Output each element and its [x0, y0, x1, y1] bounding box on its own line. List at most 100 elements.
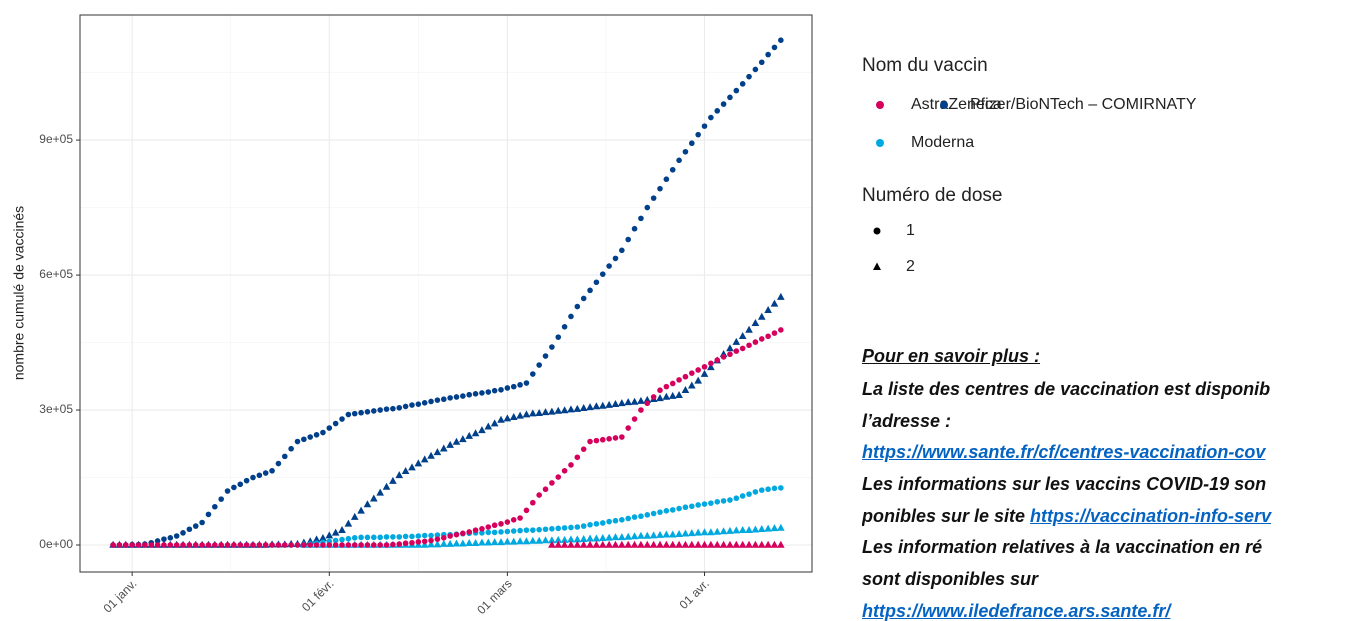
triangle-point — [732, 540, 741, 548]
point — [377, 534, 383, 541]
triangle-point — [579, 404, 588, 412]
point — [733, 495, 740, 502]
point — [453, 531, 460, 538]
triangle-point — [745, 525, 753, 533]
point — [275, 460, 282, 467]
point — [148, 542, 155, 548]
triangle-point — [668, 540, 677, 548]
triangle-point — [573, 540, 582, 548]
y-tick-label: 3e+05 — [39, 402, 73, 416]
info-line: ponibles sur le site https://vaccination… — [862, 504, 1355, 536]
triangle-point — [592, 402, 601, 410]
triangle-point — [579, 534, 588, 542]
triangle-point — [777, 540, 785, 548]
legend-label: Moderna — [911, 134, 974, 151]
point — [689, 370, 695, 376]
triangle-point — [643, 531, 652, 539]
triangle-point — [605, 540, 613, 548]
triangle-point — [325, 531, 334, 539]
triangle-point — [554, 535, 563, 543]
triangle-point — [630, 397, 639, 405]
triangle-point — [338, 525, 346, 533]
triangle-point — [497, 538, 505, 546]
point — [619, 247, 625, 254]
point — [415, 539, 422, 545]
point — [122, 542, 129, 548]
point — [409, 539, 415, 546]
link[interactable]: https://vaccination-info-serv — [1030, 505, 1272, 526]
point — [536, 492, 542, 498]
point — [243, 477, 250, 484]
triangle-point — [656, 530, 664, 538]
point — [294, 438, 301, 445]
point — [542, 526, 549, 533]
link[interactable]: https://www.sante.fr/cf/centres-vaccinat… — [862, 442, 1266, 463]
point — [549, 344, 555, 350]
triangle-point — [439, 444, 448, 452]
triangle-point — [662, 392, 671, 400]
point — [568, 462, 574, 468]
triangle-point — [624, 398, 633, 406]
point — [332, 542, 339, 548]
point — [262, 542, 269, 548]
info-line: sont disponibles sur — [862, 567, 1355, 599]
info-title: Pour en savoir plus : — [862, 346, 1041, 366]
triangle-point — [401, 467, 410, 475]
point — [657, 185, 663, 192]
point — [695, 367, 701, 373]
point — [472, 527, 479, 533]
point — [339, 536, 345, 543]
point — [727, 351, 733, 358]
point — [593, 437, 600, 444]
triangle-point — [757, 312, 766, 320]
triangle-point — [490, 419, 499, 427]
link[interactable]: https://www.iledefrance.ars.sante.fr/ — [862, 600, 1171, 621]
point — [644, 512, 651, 518]
point — [555, 474, 562, 480]
point — [625, 425, 632, 431]
x-tick-label: 01 janv. — [101, 576, 140, 615]
triangle-point — [598, 401, 607, 409]
point — [180, 530, 186, 536]
info-text: ponibles sur le site — [862, 505, 1031, 526]
point — [364, 534, 371, 541]
point — [746, 491, 752, 497]
triangle-point — [688, 540, 696, 548]
point — [676, 157, 682, 164]
triangle-point — [700, 540, 709, 548]
point — [390, 534, 396, 540]
triangle-point — [611, 399, 620, 407]
info-line: Les informations sur les vaccins COVID-1… — [862, 472, 1355, 504]
triangle-point — [764, 305, 772, 313]
point — [701, 123, 708, 129]
triangle-point — [484, 538, 493, 546]
info-text: Les information relatives à la vaccinati… — [862, 537, 1263, 558]
triangle-point — [738, 332, 747, 340]
triangle-point — [605, 533, 613, 541]
triangle-point — [509, 413, 518, 421]
triangle-point — [681, 540, 690, 548]
point — [574, 454, 581, 461]
triangle-point — [751, 318, 760, 326]
point — [739, 81, 746, 87]
point — [135, 542, 142, 548]
triangle-point — [560, 540, 569, 548]
point — [186, 526, 193, 533]
point — [294, 542, 301, 548]
triangle-point — [471, 539, 480, 547]
point — [428, 532, 434, 539]
point — [733, 348, 740, 354]
point — [224, 542, 231, 548]
info-text: La liste des centres de vaccination est … — [862, 379, 1271, 399]
point — [689, 503, 695, 510]
point — [377, 542, 383, 548]
point — [440, 535, 447, 541]
point — [320, 429, 326, 436]
legend-label: Pfizer/BioNTech – COMIRNATY — [970, 96, 1197, 113]
point — [237, 542, 244, 548]
triangle-point — [694, 528, 702, 536]
triangle-point — [548, 540, 556, 548]
point — [390, 541, 396, 548]
triangle-point — [541, 536, 550, 544]
